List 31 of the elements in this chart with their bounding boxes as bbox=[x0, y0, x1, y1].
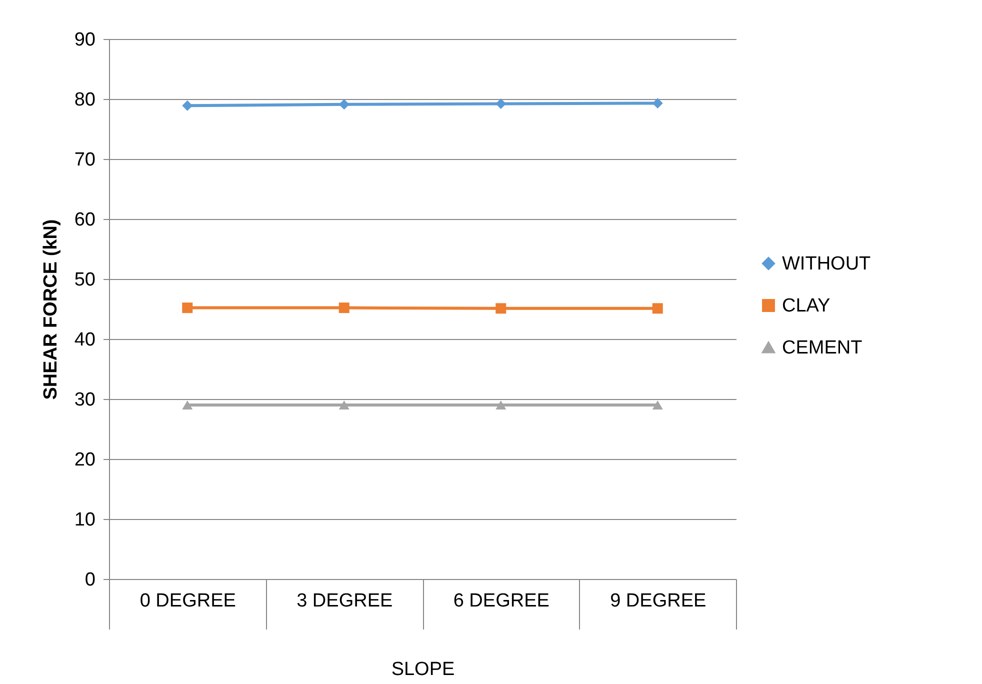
y-tick-label: 40 bbox=[74, 330, 96, 350]
x-tick-label: 9 DEGREE bbox=[610, 590, 706, 612]
y-tick-label: 90 bbox=[74, 30, 96, 50]
x-tick-label: 0 DEGREE bbox=[140, 590, 236, 612]
legend-label: CLAY bbox=[782, 296, 831, 316]
point bbox=[496, 303, 506, 314]
point bbox=[338, 302, 350, 314]
point bbox=[182, 302, 193, 314]
legend-label: WITHOUT bbox=[782, 254, 872, 274]
y-tick-label: 80 bbox=[74, 90, 96, 110]
y-axis-title: SHEAR FORCE (kN) bbox=[40, 219, 62, 400]
x-tick-label: 6 DEGREE bbox=[453, 590, 550, 612]
point bbox=[652, 400, 663, 410]
point bbox=[182, 100, 193, 111]
point bbox=[496, 400, 506, 410]
point bbox=[652, 98, 663, 108]
x-tick-label: 3 DEGREE bbox=[296, 590, 393, 612]
point bbox=[496, 98, 506, 110]
point bbox=[338, 400, 350, 410]
point bbox=[182, 400, 193, 410]
y-tick-label: 50 bbox=[74, 270, 96, 290]
y-tick-label: 70 bbox=[74, 150, 96, 170]
point bbox=[338, 99, 350, 110]
x-axis-title: SLOPE bbox=[391, 659, 455, 680]
y-tick-label: 20 bbox=[74, 450, 96, 470]
y-tick-label: 10 bbox=[74, 510, 96, 530]
y-tick-label: 0 bbox=[84, 570, 96, 590]
point bbox=[652, 303, 663, 314]
y-tick-label: 60 bbox=[74, 210, 96, 230]
legend-label: CEMENT bbox=[782, 338, 863, 358]
y-tick-label: 30 bbox=[74, 390, 96, 410]
